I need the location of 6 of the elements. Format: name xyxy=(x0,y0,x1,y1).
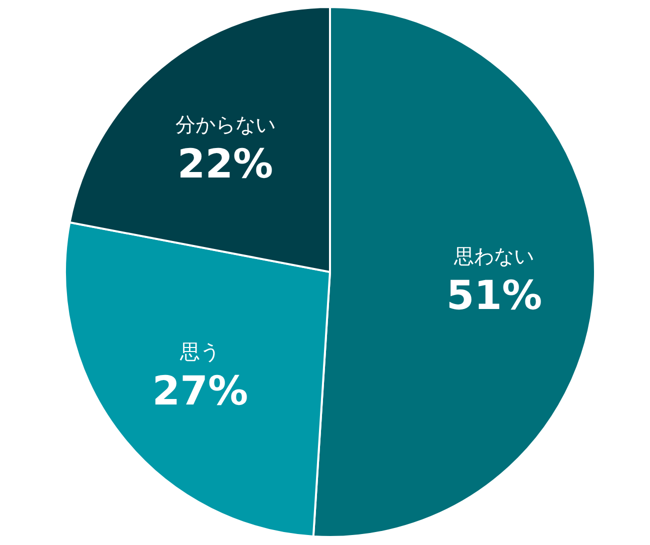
data-label: 51% xyxy=(446,273,542,320)
data-label: 22% xyxy=(177,141,274,188)
slice-label: 思う xyxy=(179,340,220,364)
slice-label: 分からない xyxy=(175,112,276,136)
data-label: 27% xyxy=(152,368,248,415)
slice-label: 思わない xyxy=(453,244,534,268)
